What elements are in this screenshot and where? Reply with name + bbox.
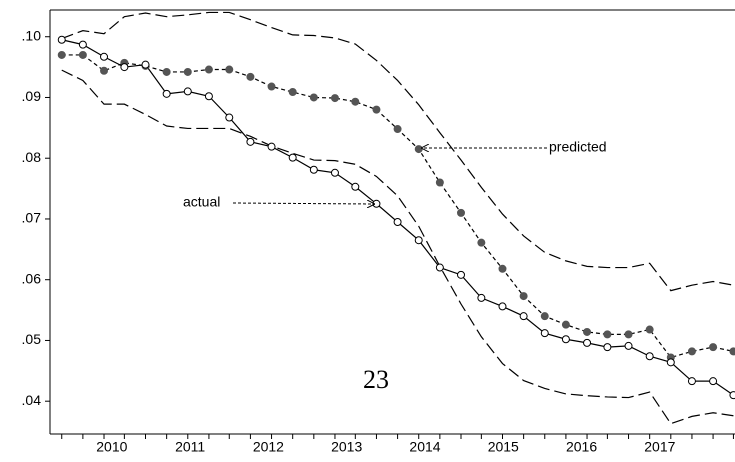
data-point	[57, 50, 66, 59]
data-point	[519, 292, 528, 301]
data-point	[624, 330, 633, 339]
series-line	[61, 54, 734, 359]
data-point	[393, 125, 402, 134]
data-point	[540, 312, 549, 321]
data-point	[120, 63, 129, 72]
data-point	[141, 60, 150, 69]
y-tick-label: .04	[22, 392, 42, 408]
x-tick-label: 2011	[175, 439, 205, 455]
data-point	[645, 325, 654, 334]
data-point	[709, 343, 718, 352]
data-point	[225, 113, 234, 122]
data-point	[288, 153, 297, 162]
data-point	[372, 105, 381, 114]
data-point	[729, 347, 735, 356]
data-point	[309, 93, 318, 102]
data-point	[78, 40, 87, 49]
data-point	[561, 335, 570, 344]
data-point	[162, 67, 171, 76]
y-tick-label: .06	[22, 270, 42, 286]
data-point	[687, 377, 696, 386]
data-point	[267, 142, 276, 151]
annotation: predicted	[549, 139, 607, 155]
data-point	[498, 264, 507, 273]
data-point	[498, 302, 507, 311]
x-tick-label: 2013	[331, 439, 362, 455]
data-point	[225, 65, 234, 74]
data-point	[351, 182, 360, 191]
series-line	[61, 69, 734, 425]
y-tick-label: .07	[22, 210, 42, 226]
data-point	[78, 50, 87, 59]
x-tick-label: 2016	[566, 439, 597, 455]
data-point	[729, 391, 735, 400]
annotation: 23	[363, 365, 389, 394]
data-point	[583, 338, 592, 347]
series-line	[61, 39, 734, 396]
y-tick-label: .05	[22, 331, 42, 347]
data-point	[267, 82, 276, 91]
data-point	[183, 67, 192, 76]
data-point	[100, 66, 109, 75]
data-point	[477, 293, 486, 302]
data-point	[351, 97, 360, 106]
data-point	[709, 377, 718, 386]
data-point	[204, 92, 213, 101]
x-tick-label: 2012	[253, 439, 284, 455]
y-tick-label: .08	[22, 149, 42, 165]
data-point	[435, 263, 444, 272]
data-point	[183, 87, 192, 96]
series-line	[61, 11, 734, 292]
data-point	[519, 312, 528, 321]
data-point	[435, 178, 444, 187]
y-tick-label: .10	[22, 27, 42, 43]
x-tick-label: 2010	[96, 439, 127, 455]
data-point	[457, 208, 465, 217]
data-point	[603, 343, 612, 352]
data-point	[57, 35, 66, 44]
data-point	[540, 329, 549, 338]
data-point	[687, 347, 696, 356]
data-point	[624, 341, 633, 350]
data-point	[477, 238, 486, 247]
data-point	[561, 320, 570, 329]
data-point	[583, 327, 592, 336]
data-point	[414, 236, 423, 245]
data-point	[288, 88, 297, 97]
data-point	[204, 65, 213, 74]
data-point	[330, 168, 339, 177]
data-point	[246, 137, 255, 146]
data-point	[645, 352, 654, 361]
data-point	[100, 52, 109, 61]
data-point	[162, 89, 171, 98]
data-point	[603, 330, 612, 339]
annotation: actual	[183, 194, 220, 210]
data-point	[393, 218, 402, 226]
data-point	[666, 358, 675, 367]
data-point	[309, 165, 318, 174]
annotation-arrow	[232, 203, 374, 204]
x-tick-label: 2017	[644, 439, 675, 455]
data-point	[246, 72, 255, 81]
y-tick-label: .09	[22, 88, 42, 104]
x-tick-label: 2014	[409, 439, 440, 455]
x-tick-label: 2015	[488, 439, 519, 455]
data-point	[457, 270, 465, 279]
data-point	[414, 145, 423, 154]
data-point	[330, 94, 339, 103]
